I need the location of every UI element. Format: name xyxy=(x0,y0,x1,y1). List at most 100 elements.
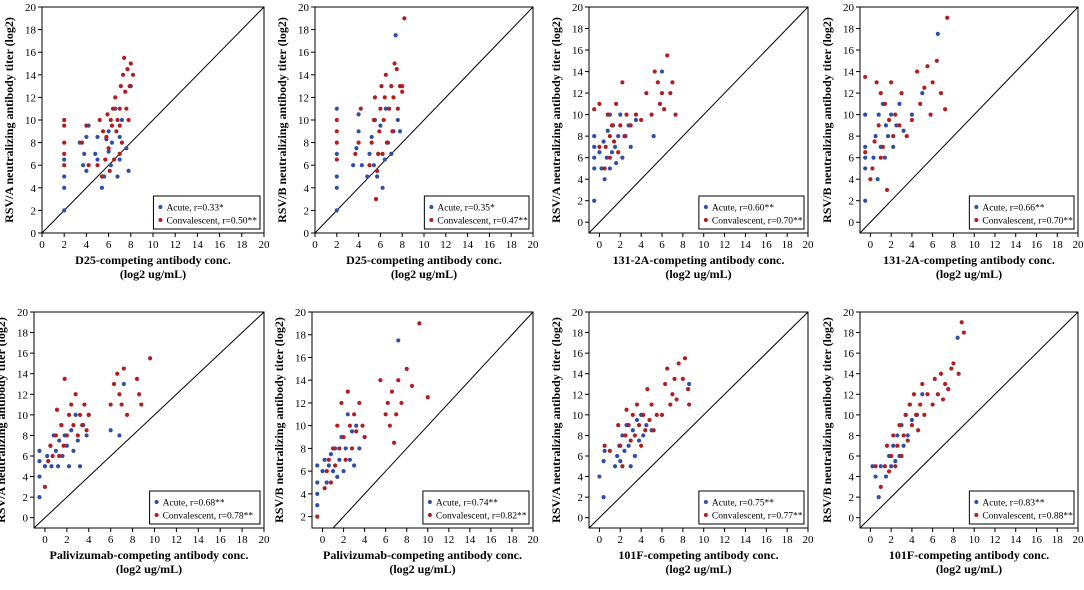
convalescent-point xyxy=(643,428,648,433)
convalescent-point xyxy=(863,74,868,80)
convalescent-point xyxy=(137,392,142,397)
convalescent-point xyxy=(349,446,355,451)
convalescent-point xyxy=(345,389,350,394)
convalescent-point xyxy=(112,157,117,162)
x-tick-label: 6 xyxy=(383,534,389,546)
convalescent-point xyxy=(379,84,384,89)
x-tick-label: 18 xyxy=(1052,534,1064,546)
x-tick-label: 8 xyxy=(951,239,957,251)
y-tick-label: 20 xyxy=(295,307,307,319)
x-axis-title: Palivizumab-competing antibody conc. xyxy=(323,548,522,562)
y-tick-label: 2 xyxy=(301,512,307,524)
x-tick-label: 12 xyxy=(170,239,181,251)
acute-point xyxy=(359,163,364,168)
legend-label: Acute, r=0.75** xyxy=(712,499,774,509)
acute-point xyxy=(95,157,100,162)
convalescent-point xyxy=(417,321,422,326)
acute-point xyxy=(371,163,376,168)
x-tick-label: 14 xyxy=(740,239,752,251)
acute-point xyxy=(592,144,597,150)
convalescent-point xyxy=(333,463,338,468)
acute-point xyxy=(592,134,597,139)
y-tick-label: 16 xyxy=(298,47,310,59)
convalescent-point xyxy=(371,117,376,123)
x-tick-label: 20 xyxy=(259,239,271,251)
convalescent-point xyxy=(870,166,875,171)
convalescent-point xyxy=(886,117,892,123)
acute-point xyxy=(95,134,100,140)
convalescent-point xyxy=(124,106,129,111)
legend-label: Convalescent, r=0.70** xyxy=(982,217,1073,227)
convalescent-point xyxy=(372,95,378,100)
convalescent-point xyxy=(903,412,908,417)
convalescent-point xyxy=(369,140,374,145)
acute-point xyxy=(607,166,612,171)
legend: Acute, r=0.74** Convalescent, r=0.82** xyxy=(422,490,530,525)
x-tick-label: 2 xyxy=(618,534,624,546)
convalescent-point xyxy=(874,80,879,85)
acute-point xyxy=(876,112,881,117)
acute-point xyxy=(873,474,878,479)
acute-point xyxy=(883,123,889,128)
convalescent-point xyxy=(108,117,113,123)
acute-point xyxy=(891,144,896,150)
acute-point xyxy=(315,503,320,508)
convalescent-point xyxy=(922,85,927,90)
convalescent-point xyxy=(616,423,621,428)
acute-point xyxy=(863,155,868,160)
legend-marker xyxy=(427,513,432,517)
convalescent-point xyxy=(628,438,633,443)
acute-point xyxy=(882,155,888,160)
convalescent-point xyxy=(863,150,868,155)
convalescent-point xyxy=(645,387,650,392)
convalescent-point xyxy=(673,112,678,117)
x-tick-label: 2 xyxy=(61,239,67,251)
acute-point xyxy=(64,443,69,448)
y-tick-label: 2 xyxy=(849,492,855,504)
acute-point xyxy=(863,144,868,150)
convalescent-point xyxy=(357,400,362,406)
scatter-panel: 0 2 4 6 8 10 12 14 16 18 20 2 4 6 8 10 12 14 16 18 20 Paliviz… xyxy=(272,307,539,576)
convalescent-point xyxy=(925,64,930,69)
y-tick-label: 20 xyxy=(298,2,310,14)
acute-point xyxy=(876,495,881,500)
acute-point xyxy=(77,464,83,469)
convalescent-point xyxy=(618,443,623,448)
x-tick-label: 2 xyxy=(888,534,894,546)
acute-point xyxy=(605,128,610,133)
acute-point xyxy=(601,139,606,144)
acute-point xyxy=(334,106,339,111)
convalescent-point xyxy=(130,72,136,77)
acute-point xyxy=(365,174,370,179)
convalescent-point xyxy=(322,486,327,491)
convalescent-point xyxy=(680,376,685,381)
acute-point xyxy=(108,428,113,433)
legend-label: Convalescent, r=0.70** xyxy=(712,217,803,227)
acute-point xyxy=(920,90,925,96)
acute-point xyxy=(389,151,394,156)
acute-point xyxy=(955,335,960,340)
convalescent-point xyxy=(647,417,652,423)
x-tick-label: 14 xyxy=(462,239,474,251)
acute-point xyxy=(885,134,891,139)
convalescent-point xyxy=(907,402,912,407)
convalescent-point xyxy=(383,412,388,417)
legend-label: Acute, r=0.74** xyxy=(436,499,498,509)
acute-point xyxy=(628,464,633,469)
y-tick-label: 18 xyxy=(295,330,307,342)
y-axis-title: RSV/B neutralizing antibody titer (log2) xyxy=(272,317,286,523)
y-tick-label: 12 xyxy=(572,88,583,100)
x-tick-label: 4 xyxy=(356,239,362,251)
y-tick-label: 10 xyxy=(572,110,584,122)
x-tick-label: 14 xyxy=(1010,534,1022,546)
convalescent-point xyxy=(897,423,902,428)
convalescent-point xyxy=(73,392,78,397)
convalescent-point xyxy=(353,151,358,156)
identity-line xyxy=(859,6,1079,234)
y-axis-title: RSV/A neutralizing antibody titer (log2) xyxy=(0,317,8,523)
convalescent-point xyxy=(639,443,644,448)
legend-label: Acute, r=0.83** xyxy=(982,499,1044,509)
scatter-panel: 0 2 4 6 8 10 12 14 16 18 20 0 2 4 6 8 10 12 14 16 18 20 101F-c… xyxy=(820,307,1084,576)
y-tick-label: 12 xyxy=(843,88,854,100)
legend-label: Convalescent, r=0.82** xyxy=(436,512,527,522)
